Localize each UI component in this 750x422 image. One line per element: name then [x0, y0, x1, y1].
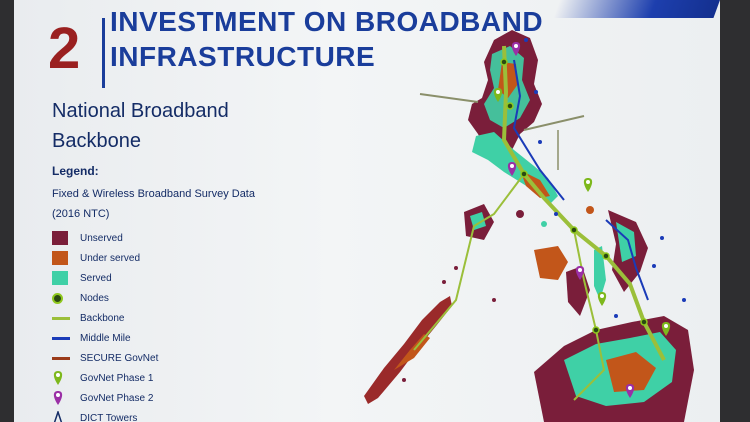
govnet-phase1-pin [597, 292, 607, 306]
color-swatch-icon [52, 231, 70, 245]
section-number: 2 [48, 16, 81, 81]
govnet-phase2-pin [575, 266, 585, 280]
tower-dot [660, 236, 664, 240]
legend-item: Middle Mile [52, 328, 302, 348]
luzon-underserved-area [498, 62, 518, 98]
legend-item: GovNet Phase 2 [52, 388, 302, 408]
panay-island [534, 246, 568, 280]
node-ring-icon [52, 292, 70, 304]
line-swatch-icon [52, 336, 70, 340]
govnet-phase2-pin [507, 162, 517, 176]
backbone-line [501, 45, 666, 361]
tower-dot [554, 212, 558, 216]
legend-item: Unserved [52, 228, 302, 248]
govnet-phase1-pin [493, 88, 503, 102]
slide-title: INVESTMENT ON BROADBAND INFRASTRUCTURE [110, 6, 544, 72]
tower-dot [652, 264, 656, 268]
node-marker [640, 318, 648, 326]
legend-item-label: DICT Towers [80, 412, 138, 422]
color-swatch-icon [52, 251, 70, 265]
node-marker [592, 326, 600, 334]
backbone-branch-west [413, 173, 525, 351]
callout-line-1 [419, 93, 479, 103]
philippines-broadband-map [344, 0, 720, 422]
legend-item-label: Backbone [80, 312, 125, 324]
govnet-phase2-pin [511, 42, 521, 56]
legend-item: Served [52, 268, 302, 288]
legend-item-label: Served [80, 272, 112, 284]
legend-item-label: GovNet Phase 2 [80, 392, 154, 404]
node-marker [520, 170, 528, 178]
islet [586, 206, 594, 214]
tower-dot [682, 298, 686, 302]
islet [402, 378, 406, 382]
tower-dot [534, 90, 538, 94]
node-marker [570, 226, 578, 234]
presentation-slide: 2 INVESTMENT ON BROADBAND INFRASTRUCTURE… [14, 0, 720, 422]
map-svg [364, 30, 694, 422]
tower-dot [538, 140, 542, 144]
line-swatch-icon [52, 316, 70, 320]
map-pin-icon [52, 390, 70, 406]
node-marker [602, 252, 610, 260]
legend-item: Under served [52, 248, 302, 268]
legend-item-label: SECURE GovNet [80, 352, 159, 364]
palawan-island [364, 296, 452, 404]
slide-subtitle: National Broadband Backbone [52, 100, 229, 152]
node-marker [500, 58, 508, 66]
legend-item: DICT Towers [52, 408, 302, 422]
map-legend: Legend: Fixed & Wireless Broadband Surve… [52, 164, 302, 422]
legend-item-label: GovNet Phase 1 [80, 372, 154, 384]
legend-item: GovNet Phase 1 [52, 368, 302, 388]
tower-dot [614, 314, 618, 318]
islet [516, 210, 524, 218]
tower-dot [524, 38, 528, 42]
islet [442, 280, 446, 284]
legend-item: Nodes [52, 288, 302, 308]
legend-item: Backbone [52, 308, 302, 328]
islet [541, 221, 547, 227]
tower-icon [52, 411, 70, 422]
map-pin-icon [52, 370, 70, 386]
color-swatch-icon [52, 271, 70, 285]
islet [492, 298, 496, 302]
legend-heading: Legend: [52, 164, 99, 178]
legend-item: SECURE GovNet [52, 348, 302, 368]
middle-mile-line-visayas [605, 219, 649, 301]
legend-description: Fixed & Wireless Broadband Survey Data [52, 188, 255, 200]
govnet-phase1-pin [583, 178, 593, 192]
govnet-phase1-pin [661, 322, 671, 336]
line-swatch-icon [52, 356, 70, 360]
callout-line-2 [523, 115, 585, 131]
legend-source: (2016 NTC) [52, 208, 110, 220]
cebu-island [594, 246, 606, 300]
legend-items: Unserved Under served Served Nodes Backbone M… [52, 228, 302, 422]
islet [454, 266, 458, 270]
node-marker [506, 102, 514, 110]
title-divider [102, 18, 105, 88]
legend-item-label: Nodes [80, 292, 109, 304]
govnet-phase2-pin [625, 384, 635, 398]
legend-item-label: Under served [80, 252, 141, 264]
mindanao-underserved [606, 352, 656, 392]
middle-mile-line [512, 59, 565, 201]
legend-item-label: Middle Mile [80, 332, 131, 344]
legend-item-label: Unserved [80, 232, 123, 244]
